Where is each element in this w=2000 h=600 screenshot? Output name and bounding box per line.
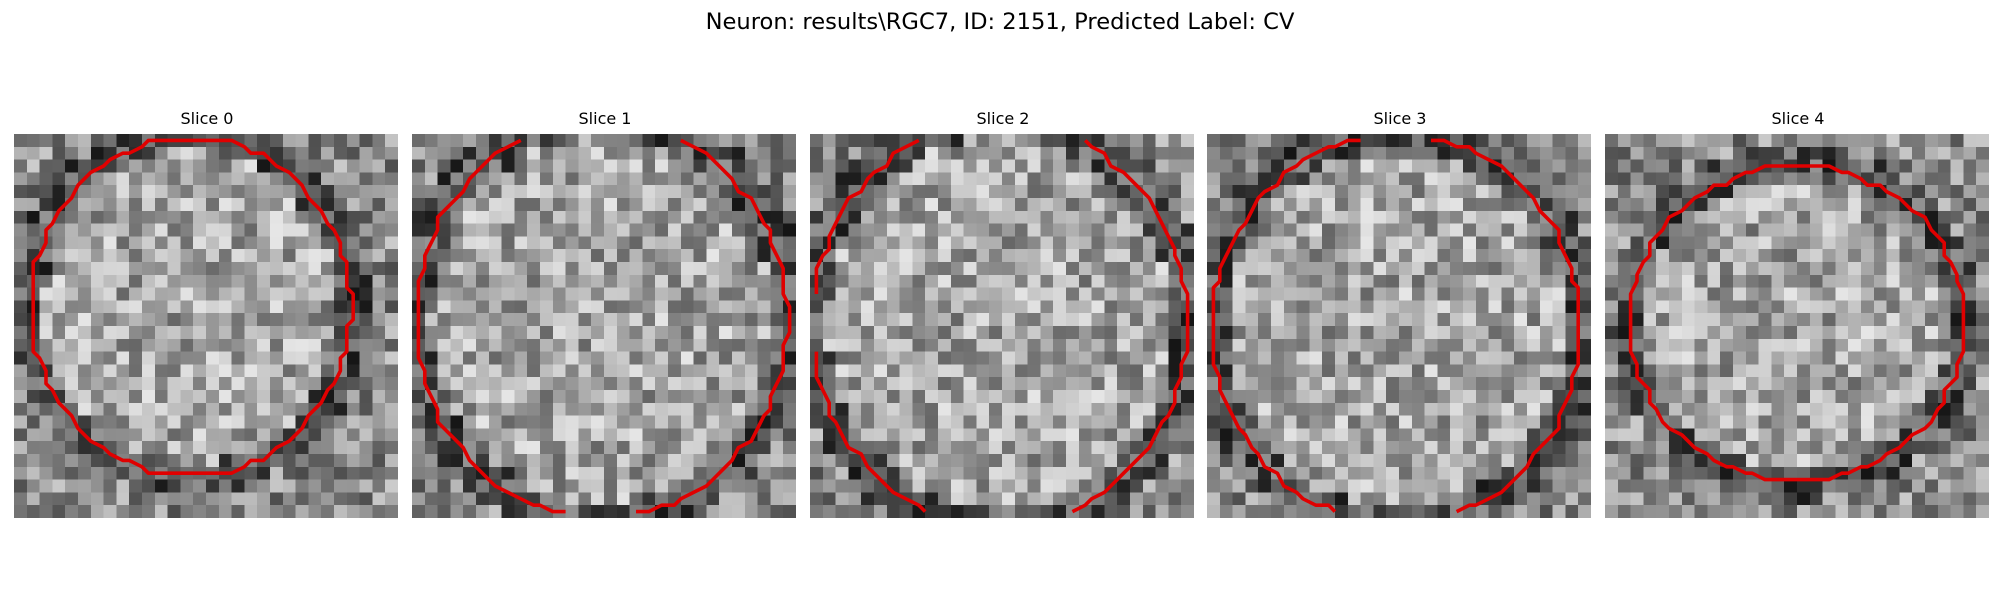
slice-panel-0: Slice 0 xyxy=(14,108,400,528)
slice-image xyxy=(1605,134,1989,518)
pixel-grid xyxy=(412,134,796,518)
segmentation-contour xyxy=(416,138,792,514)
slice-title: Slice 1 xyxy=(578,109,632,128)
segmentation-contour xyxy=(31,138,355,475)
slice-image xyxy=(14,134,398,518)
slice-image xyxy=(1207,134,1591,518)
slice-panel-1: Slice 1 xyxy=(412,108,798,528)
segmentation-contour xyxy=(1211,138,1580,514)
pixel-grid xyxy=(14,134,398,518)
pixel-grid xyxy=(1605,134,1989,518)
segmentation-contour xyxy=(814,138,1190,514)
slice-title: Slice 2 xyxy=(976,109,1030,128)
slice-image xyxy=(810,134,1194,518)
slice-title: Slice 4 xyxy=(1771,109,1825,128)
segmentation-contour xyxy=(1628,164,1966,482)
slice-title: Slice 0 xyxy=(180,109,234,128)
slice-panel-3: Slice 3 xyxy=(1207,108,1593,528)
slice-panel-4: Slice 4 xyxy=(1605,108,1991,528)
slice-title: Slice 3 xyxy=(1373,109,1427,128)
figure-title: Neuron: results\RGC7, ID: 2151, Predicte… xyxy=(705,9,1295,35)
slice-image xyxy=(412,134,796,518)
slice-panel-2: Slice 2 xyxy=(810,108,1196,528)
pixel-grid xyxy=(1207,134,1591,518)
